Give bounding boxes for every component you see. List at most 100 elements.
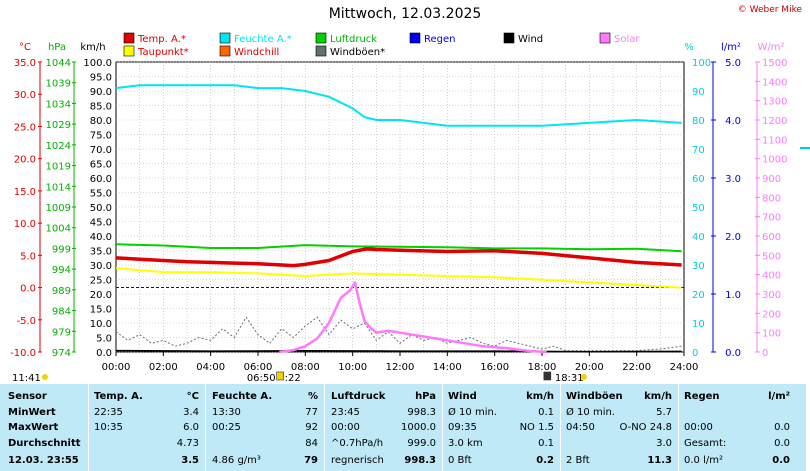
tick-label-pressure: 1009 [46, 203, 71, 214]
tick-label-x: 04:00 [196, 362, 225, 373]
sunset-marker-icon [580, 374, 587, 380]
table-row-label: 12.03. 23:55 [8, 455, 79, 466]
tick-label-humidity: 20 [692, 290, 705, 301]
series-line-temp-a [115, 247, 682, 268]
legend-swatch [123, 45, 135, 57]
table-row-label: Durchschnitt [8, 438, 81, 449]
tick-label-x: 14:00 [433, 362, 462, 373]
tick-label-humidity: 50 [692, 203, 705, 214]
tick-label-solar: 100 [762, 329, 781, 340]
tick-label-pressure: 1019 [46, 162, 71, 173]
tick-label-pressure: 979 [52, 327, 71, 338]
table-cell: Gesamt: [684, 438, 727, 449]
table-cell: 10:35 [94, 422, 123, 433]
tick-label-humidity: 70 [692, 145, 705, 156]
axis-label-wm2: W/m² [757, 42, 784, 53]
table-header: km/h [644, 391, 672, 402]
table-cell: 999.0 [407, 438, 436, 449]
table-separator [678, 384, 679, 471]
legend-swatch [599, 32, 611, 44]
tick-label-humidity: 10 [692, 319, 705, 330]
tick-label-wind: 70.0 [90, 145, 112, 156]
tick-label-humidity: 100 [692, 58, 711, 69]
tick-label-wind: 80.0 [90, 116, 112, 127]
table-header: km/h [526, 391, 554, 402]
tick-label-wind: 60.0 [90, 174, 112, 185]
tick-label-pressure: 989 [52, 286, 71, 297]
axis-label-hpa: hPa [48, 42, 66, 53]
chart-title: Mittwoch, 12.03.2025 [328, 6, 482, 22]
tick-label-pressure: 1014 [46, 182, 71, 193]
table-cell: 2 Bft [566, 455, 590, 466]
tick-label-wind: 90.0 [90, 87, 112, 98]
tick-label-pressure: 999 [52, 244, 71, 255]
table-header: % [307, 391, 318, 402]
table-cell: 998.3 [407, 407, 436, 418]
series-line-feuchte-a [115, 84, 682, 127]
sunrise-icon [276, 371, 284, 381]
tick-label-solar: 900 [762, 174, 781, 185]
tick-label-x: 16:00 [480, 362, 509, 373]
tick-label-temp: 0.0 [20, 284, 36, 295]
table-cell: 3.0 [656, 438, 672, 449]
table-cell: 00:25 [212, 422, 241, 433]
tick-label-temp: 25.0 [14, 122, 36, 133]
tick-label-humidity: 60 [692, 174, 705, 185]
table-cell: 4.86 g/m³ [212, 455, 261, 466]
legend-swatch [219, 32, 231, 44]
tick-label-rain: 4.0 [725, 116, 741, 127]
table-header: Luftdruck [331, 391, 386, 402]
tick-label-pressure: 974 [52, 348, 71, 359]
table-cell: 1000.0 [401, 422, 436, 433]
tick-label-x: 18:00 [528, 362, 557, 373]
tick-label-solar: 400 [762, 271, 781, 282]
table-cell: 09:35 [448, 422, 477, 433]
tick-label-solar: 500 [762, 251, 781, 262]
tick-label-pressure: 1024 [46, 141, 71, 152]
tick-label-wind: 55.0 [90, 189, 112, 200]
tick-label-wind: 65.0 [90, 160, 112, 171]
legend-label: Windböen* [330, 47, 385, 58]
tick-label-solar: 1100 [762, 135, 787, 146]
tick-label-pressure: 1029 [46, 120, 71, 131]
legend-label: Solar [614, 34, 640, 45]
table-cell: 6.0 [183, 422, 199, 433]
axis-label-lm2: l/m² [721, 42, 741, 53]
tick-label-humidity: 90 [692, 87, 705, 98]
tick-label-wind: 95.0 [90, 73, 112, 84]
table-cell: 3.0 km [448, 438, 483, 449]
legend-label: Wind [518, 34, 543, 45]
tick-label-x: 24:00 [670, 362, 699, 373]
tick-label-temp: 15.0 [14, 187, 36, 198]
tick-label-solar: 1400 [762, 77, 787, 88]
table-header: hPa [415, 391, 436, 402]
tick-label-pressure: 1004 [46, 224, 71, 235]
tick-label-solar: 0 [762, 348, 768, 359]
table-cell: 84 [305, 438, 318, 449]
tick-label-solar: 800 [762, 193, 781, 204]
tick-label-humidity: 30 [692, 261, 705, 272]
table-separator [442, 384, 443, 471]
tick-label-wind: 40.0 [90, 232, 112, 243]
tick-label-wind: 85.0 [90, 102, 112, 113]
table-cell: O-NO 24.8 [619, 422, 672, 433]
tick-label-x: 20:00 [575, 362, 604, 373]
table-separator [324, 384, 325, 471]
tick-label-wind: 10.0 [90, 319, 112, 330]
tick-label-x: 10:00 [338, 362, 367, 373]
table-header: l/m² [768, 391, 790, 402]
tick-label-x: 02:00 [149, 362, 178, 373]
tick-label-humidity: 80 [692, 116, 705, 127]
tick-label-x: 08:00 [291, 362, 320, 373]
tick-label-solar: 1000 [762, 155, 787, 166]
sunrise-label: 06:50 [247, 373, 276, 384]
legend-swatch [503, 32, 515, 44]
legend-label: Feuchte A.* [234, 34, 292, 45]
tick-label-solar: 200 [762, 309, 781, 320]
table-cell: 11.3 [647, 455, 672, 466]
table-header: Sensor [8, 391, 47, 402]
table-cell: 3.4 [183, 407, 199, 418]
tick-label-rain: 2.0 [725, 232, 741, 243]
legend-swatch [315, 32, 327, 44]
sunset-label: 18:31 [555, 373, 584, 384]
